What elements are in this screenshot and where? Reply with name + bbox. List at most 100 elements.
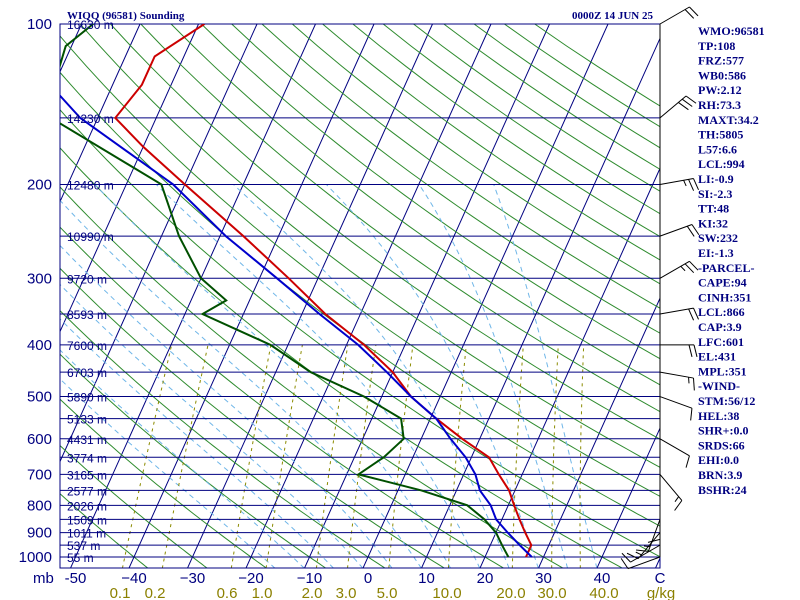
- dry-adiabat-line: [534, 24, 660, 107]
- index-value: KI:32: [698, 216, 728, 230]
- index-value: RH:73.3: [698, 98, 741, 112]
- wind-barb: [659, 307, 699, 321]
- wind-barb: [620, 556, 661, 570]
- isotherm-line: [362, 24, 609, 568]
- pressure-tick-label: 200: [27, 176, 52, 193]
- index-value: SW:232: [698, 231, 738, 245]
- wind-barb-half-flag: [635, 551, 642, 556]
- dry-adiabat-line: [60, 493, 149, 568]
- dry-adiabat-line: [60, 226, 505, 568]
- index-value: CAP:3.9: [698, 320, 742, 334]
- wind-barb: [659, 260, 699, 279]
- isotherm-line: [479, 167, 660, 568]
- dry-adiabat-line: [291, 24, 660, 285]
- index-value: SRDS:66: [698, 438, 745, 452]
- height-label: 14230 m: [67, 112, 114, 126]
- wind-barb: [660, 344, 698, 358]
- wind-barb-half-flag: [680, 265, 686, 272]
- wind-barb-flag: [678, 102, 689, 111]
- pressure-tick-label: 300: [27, 270, 52, 287]
- wind-barb: [621, 544, 661, 563]
- isotherm-line: [69, 24, 316, 568]
- index-value: BSHR:24: [698, 483, 747, 497]
- wind-barb-shaft: [647, 519, 661, 552]
- mixing-ratio-label: 0.2: [145, 585, 166, 600]
- background-lines: [0, 24, 660, 568]
- dry-adiabat-line: [231, 24, 660, 334]
- wind-barb-half-flag: [674, 496, 680, 502]
- wind-barb-flag: [692, 378, 695, 391]
- index-value: TH:5805: [698, 128, 743, 142]
- index-value: TP:108: [698, 39, 735, 53]
- wind-barb: [659, 438, 690, 468]
- wind-barb-shaft: [659, 474, 683, 501]
- index-value: WB0:586: [698, 68, 746, 82]
- height-label: 2026 m: [67, 499, 107, 513]
- index-value: CINH:351: [698, 290, 751, 304]
- height-label: 1509 m: [67, 513, 107, 527]
- moist-adiabat-line: [60, 199, 422, 568]
- index-value: HEL:38: [698, 409, 739, 423]
- index-value: FRZ:577: [698, 54, 744, 68]
- height-label: 7600 m: [67, 339, 107, 353]
- mixing-ratio-line: [447, 344, 467, 568]
- dry-adiabat-line: [60, 186, 564, 568]
- wind-barb: [647, 505, 661, 543]
- index-value: LI:-0.9: [698, 172, 734, 186]
- dry-adiabat-line: [60, 35, 660, 497]
- wind-barb-flag: [674, 500, 683, 511]
- pressure-tick-label: 600: [27, 431, 52, 448]
- wind-barb-flag: [684, 263, 695, 274]
- moist-adiabat-line: [155, 184, 481, 568]
- wind-barb-shaft: [659, 178, 694, 185]
- pressure-tick-label: 700: [27, 466, 52, 483]
- wind-barb-flag: [690, 408, 693, 421]
- wind-barb-flag: [681, 98, 693, 107]
- height-label: 5890 m: [67, 391, 107, 405]
- wind-barb-shaft: [659, 307, 694, 315]
- mixing-ratio-label: 5.0: [377, 585, 398, 600]
- sounding-time: 0000Z 14 JUN 25: [572, 10, 653, 22]
- index-value: WMO:96581: [698, 24, 765, 38]
- plot-border: [59, 23, 661, 569]
- wind-barb-flag: [684, 9, 695, 19]
- dry-adiabat-line: [322, 24, 660, 261]
- index-value: EHI:0.0: [698, 453, 739, 467]
- dry-adiabat-line: [60, 444, 208, 568]
- pressure-tick-label: 400: [27, 337, 52, 354]
- wind-barb-shaft: [630, 544, 661, 563]
- wind-barb-half-flag: [683, 180, 687, 187]
- wind-barb-flag: [685, 455, 690, 468]
- index-value: MPL:351: [698, 364, 747, 378]
- wind-barb-flag: [691, 224, 700, 236]
- isotherm-line: [0, 24, 23, 568]
- wind-barb-flag: [626, 552, 639, 560]
- moist-adiabat-line: [60, 244, 393, 568]
- dry-adiabat-line: [140, 24, 660, 413]
- moist-adiabat-line: [94, 184, 452, 568]
- temperature-tick-label: −20: [238, 570, 263, 587]
- moist-adiabat-line: [60, 378, 276, 568]
- wind-barb: [659, 224, 700, 237]
- dry-adiabat-line: [201, 24, 660, 360]
- height-label: 537 m: [67, 539, 100, 553]
- dry-adiabat-line: [60, 147, 623, 568]
- isotherm-line: [60, 24, 199, 333]
- index-value: PW:2.12: [698, 83, 742, 97]
- mixing-ratio-line: [388, 344, 414, 568]
- wind-barb-half-flag: [643, 545, 651, 548]
- dry-adiabat-line: [60, 109, 660, 558]
- dry-adiabat-line: [60, 353, 327, 568]
- wind-barb-flag: [688, 344, 693, 358]
- mixing-ratio-line: [230, 344, 272, 568]
- index-value: LCL:994: [698, 157, 745, 171]
- height-label: 1011 m: [67, 527, 106, 541]
- pressure-unit-label: mb: [33, 570, 54, 587]
- index-value: CAPE:94: [698, 276, 747, 290]
- mixing-ratio-label: 30.0: [537, 585, 566, 600]
- temperature-unit-label: C: [655, 570, 666, 587]
- mixing-ratio-label: 3.0: [336, 585, 357, 600]
- height-label: 6703 m: [67, 366, 107, 380]
- mixing-ratio-label: 40.0: [589, 585, 618, 600]
- height-label: 55 m: [67, 551, 94, 565]
